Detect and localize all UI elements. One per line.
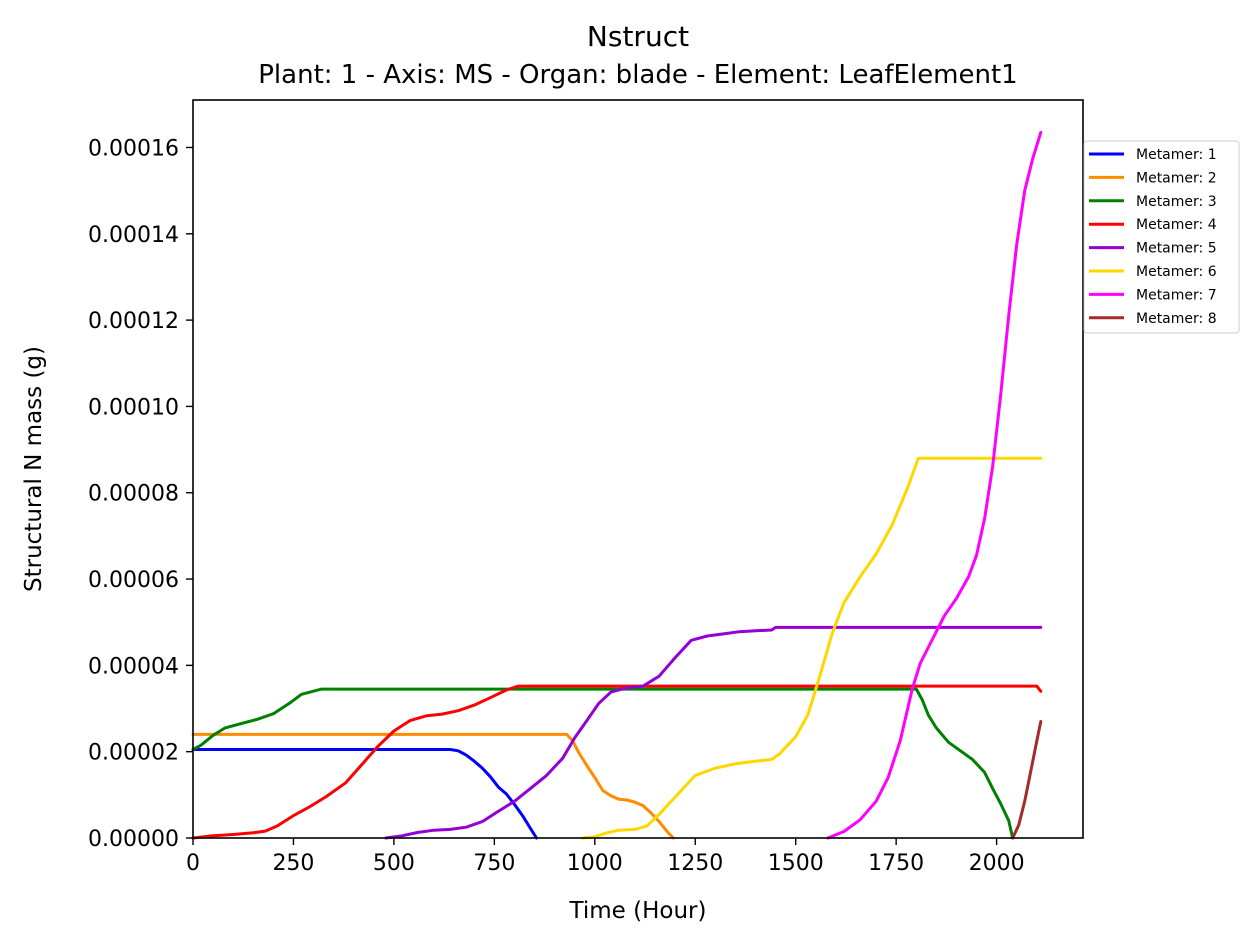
legend-label: Metamer: 4	[1136, 217, 1217, 233]
legend-label: Metamer: 5	[1136, 241, 1217, 257]
chart-subtitle: Plant: 1 - Axis: MS - Organ: blade - Ele…	[258, 60, 1017, 90]
series-line-metamer-5	[384, 625, 1043, 840]
series-line-metamer-4	[191, 684, 1043, 840]
y-tick-label: 0.00016	[88, 136, 179, 161]
x-tick-label: 1750	[868, 851, 924, 876]
legend-frame	[1083, 140, 1240, 334]
x-tick-label: 1250	[667, 851, 723, 876]
series-line-metamer-8	[1011, 720, 1043, 840]
y-tick-label: 0.00004	[88, 654, 179, 679]
legend-label: Metamer: 2	[1136, 170, 1217, 186]
y-tick-label: 0.00010	[88, 395, 179, 420]
y-axis-label: Structural N mass (g)	[21, 346, 47, 592]
x-tick-label: 1500	[768, 851, 824, 876]
legend-label: Metamer: 3	[1136, 194, 1217, 210]
x-tick-label: 250	[272, 851, 314, 876]
x-tick-label: 1000	[567, 851, 623, 876]
x-tick-label: 750	[473, 851, 515, 876]
legend-label: Metamer: 7	[1136, 287, 1217, 303]
legend-label: Metamer: 1	[1136, 147, 1217, 163]
series-line-metamer-3	[191, 687, 1015, 840]
legend-label: Metamer: 8	[1136, 311, 1217, 327]
legend-label: Metamer: 6	[1136, 264, 1217, 280]
y-tick-label: 0.00006	[88, 568, 179, 593]
series-line-metamer-7	[826, 130, 1043, 840]
plot-frame	[192, 99, 1084, 839]
legend: Metamer: 1 Metamer: 2 Metamer: 3 Metamer: 4…	[1083, 140, 1240, 334]
y-tick-label: 0.00000	[88, 827, 179, 852]
axes-layer: 0 250 500 750 1000 1250 1500 1750 2000 0.00000 0.0…	[88, 136, 1025, 876]
x-tick-label: 0	[186, 851, 200, 876]
y-tick-label: 0.00002	[88, 741, 179, 766]
series-layer	[191, 130, 1043, 840]
y-tick-label: 0.00014	[88, 223, 179, 248]
x-axis-label: Time (Hour)	[569, 898, 707, 924]
y-tick-label: 0.00012	[88, 309, 179, 334]
series-line-metamer-6	[581, 456, 1043, 840]
chart-title: Nstruct	[587, 20, 689, 53]
x-tick-label: 500	[373, 851, 415, 876]
series-line-metamer-1	[191, 748, 538, 840]
x-tick-label: 2000	[969, 851, 1025, 876]
y-tick-label: 0.00008	[88, 482, 179, 507]
